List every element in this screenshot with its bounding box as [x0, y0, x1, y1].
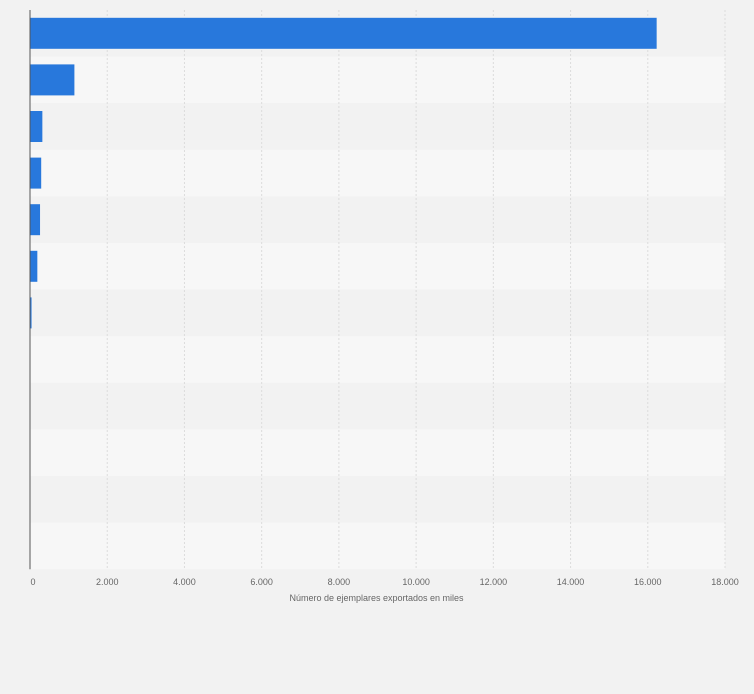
x-axis-title: Número de ejemplares exportados en miles — [289, 593, 464, 603]
row-band — [30, 103, 725, 150]
row-band — [30, 196, 725, 243]
x-tick-label: 8.000 — [328, 577, 351, 587]
bar[interactable] — [30, 17, 657, 49]
x-tick-label: 18.000 — [711, 577, 739, 587]
row-band — [30, 336, 725, 383]
bars — [30, 17, 657, 329]
row-bands — [30, 10, 725, 570]
x-tick-label: 12.000 — [480, 577, 508, 587]
row-band — [30, 476, 725, 523]
row-band — [30, 149, 725, 197]
bar[interactable] — [30, 297, 32, 329]
gridlines — [106, 10, 726, 570]
x-tick-label: 4.000 — [173, 577, 196, 587]
bar[interactable] — [30, 250, 38, 282]
row-band — [30, 56, 725, 104]
bar[interactable] — [30, 64, 75, 96]
x-tick-label: 0 — [30, 577, 35, 587]
bar[interactable] — [30, 111, 43, 142]
x-tick-label: 10.000 — [402, 577, 430, 587]
row-band — [30, 429, 725, 476]
row-band — [30, 382, 725, 430]
x-tick-label: 2.000 — [96, 577, 119, 587]
x-axis-ticks: 0 2.000 4.000 6.000 8.000 10.000 12.000 14.000 1… — [30, 577, 738, 587]
x-tick-label: 16.000 — [634, 577, 662, 587]
bar[interactable] — [30, 204, 41, 236]
row-band — [30, 289, 725, 337]
row-band — [30, 243, 725, 290]
x-tick-label: 6.000 — [250, 577, 273, 587]
x-tick-label: 14.000 — [557, 577, 585, 587]
row-band — [30, 522, 725, 570]
bar[interactable] — [30, 157, 42, 189]
